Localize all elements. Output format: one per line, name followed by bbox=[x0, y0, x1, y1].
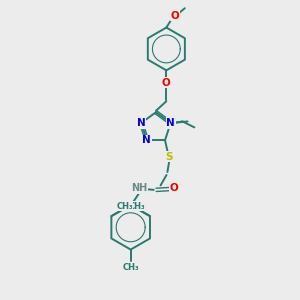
Text: CH₃: CH₃ bbox=[116, 202, 133, 211]
Text: N: N bbox=[137, 118, 146, 128]
Text: CH₃: CH₃ bbox=[128, 202, 145, 211]
Text: S: S bbox=[166, 152, 173, 162]
Text: O: O bbox=[171, 11, 180, 21]
Text: O: O bbox=[169, 183, 178, 194]
Text: N: N bbox=[142, 135, 151, 145]
Text: CH₃: CH₃ bbox=[122, 263, 139, 272]
Text: NH: NH bbox=[131, 183, 147, 194]
Text: N: N bbox=[166, 118, 175, 128]
Text: O: O bbox=[162, 78, 171, 88]
